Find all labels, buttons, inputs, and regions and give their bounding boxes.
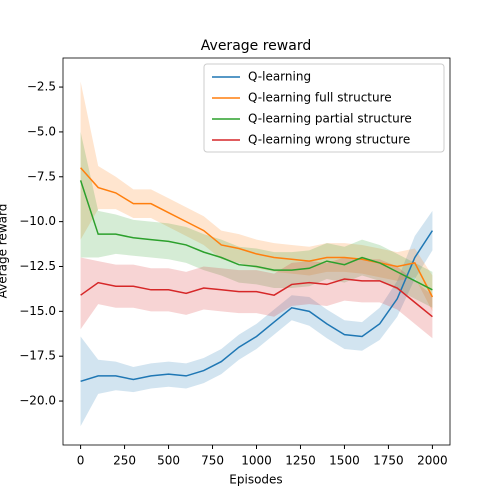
x-tick-label: 0 — [77, 454, 85, 468]
y-tick-label: −17.5 — [19, 349, 56, 363]
x-tick-label: 1000 — [241, 454, 272, 468]
x-tick-label: 750 — [201, 454, 224, 468]
series-line — [79, 180, 433, 291]
series-line — [80, 230, 434, 383]
confidence-band — [80, 257, 433, 339]
y-tick-label: −5.0 — [27, 124, 56, 138]
legend-label: Q-learning — [248, 70, 311, 84]
x-tick-label: 1250 — [285, 454, 316, 468]
series-line — [80, 278, 433, 318]
y-tick-label: −20.0 — [19, 394, 56, 408]
legend-box — [203, 63, 445, 153]
x-axis-label: Episodes — [229, 473, 282, 487]
x-tick-label: 2000 — [417, 454, 448, 468]
confidence-band — [80, 81, 433, 312]
y-axis-label: Average reward — [0, 204, 10, 299]
y-tick-label: −15.0 — [19, 304, 56, 318]
confidence-band — [80, 210, 433, 427]
legend-label: Q-learning wrong structure — [248, 133, 410, 147]
confidence-band — [80, 131, 433, 308]
y-tick-label: −12.5 — [19, 259, 56, 273]
x-tick-label: 500 — [157, 454, 180, 468]
x-tick-label: 1500 — [329, 454, 360, 468]
y-tick-label: −7.5 — [27, 169, 56, 183]
chart-title: Average reward — [201, 38, 311, 54]
legend-label: Q-learning partial structure — [248, 112, 412, 126]
legend-label: Q-learning full structure — [248, 91, 392, 105]
y-tick-label: −10.0 — [19, 214, 56, 228]
plot-frame — [62, 57, 451, 446]
x-tick-label: 1750 — [373, 454, 404, 468]
y-tick-label: −2.5 — [27, 80, 56, 94]
x-tick-label: 250 — [113, 454, 136, 468]
